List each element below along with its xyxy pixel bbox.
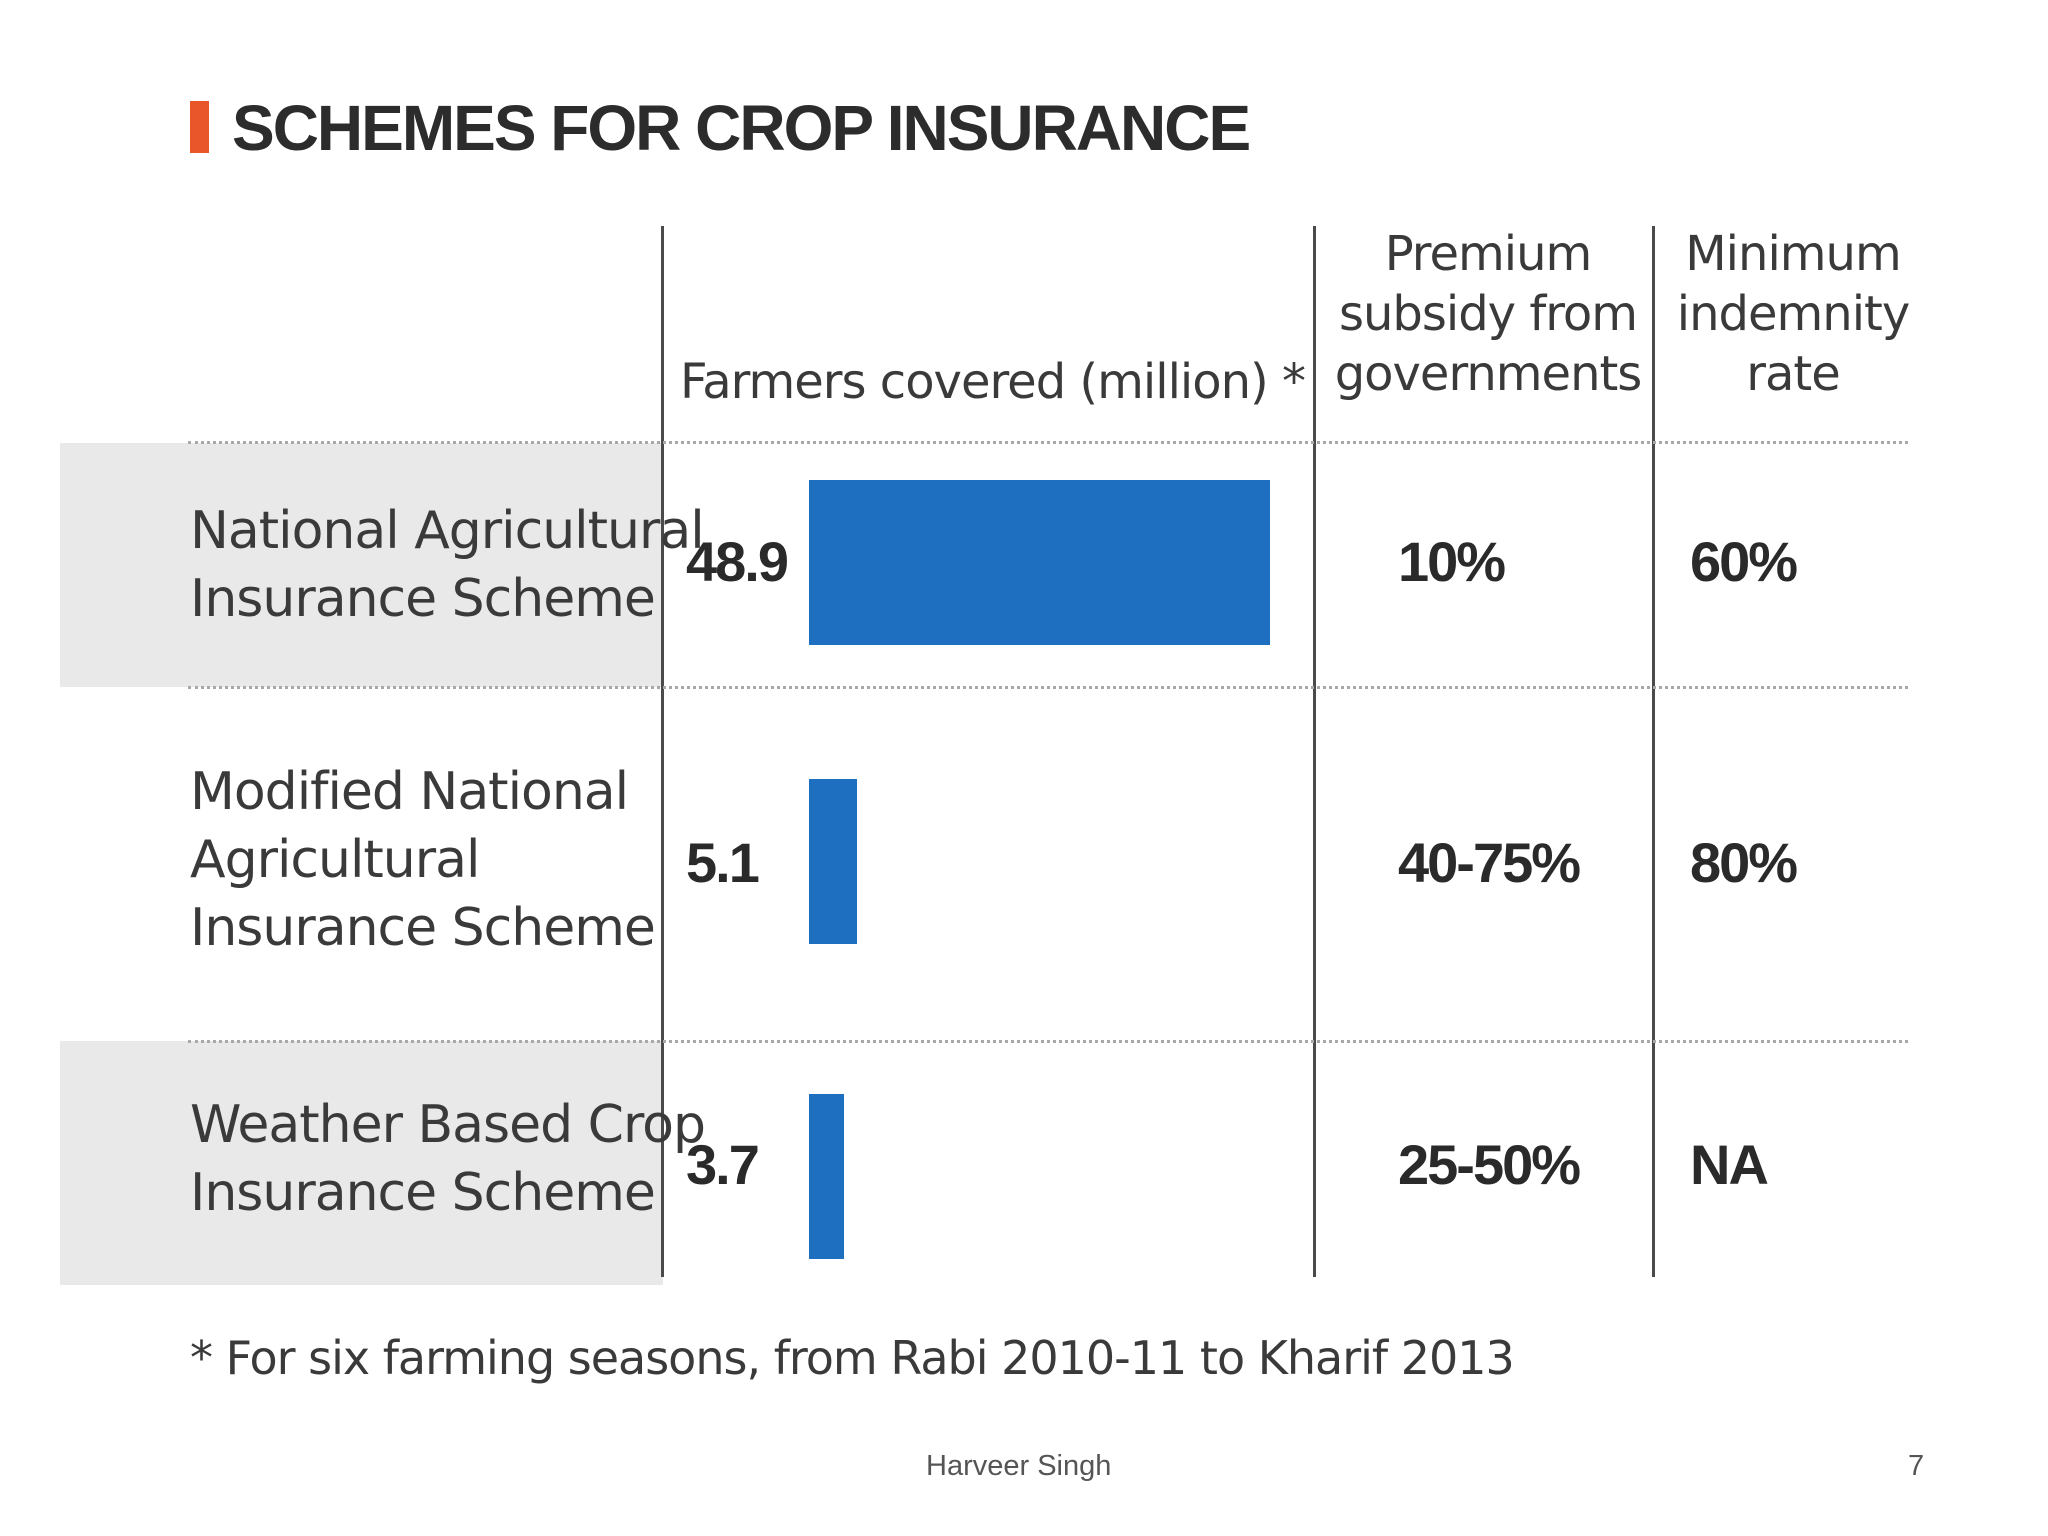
- scheme-label-line: Insurance Scheme: [190, 1163, 656, 1223]
- premium-subsidy-value: 25-50%: [1398, 1133, 1581, 1196]
- farmers-covered-bar: [809, 1094, 844, 1259]
- column-header-line: Farmers covered (million) *: [680, 354, 1306, 410]
- column-header-line: rate: [1746, 346, 1841, 402]
- chart-title: SCHEMES FOR CROP INSURANCE: [232, 92, 1251, 164]
- scheme-label-line: National Agricultural: [190, 501, 705, 561]
- column-header-minimum-indemnity: Minimum indemnity rate: [1658, 224, 1928, 404]
- column-header-farmers-covered: Farmers covered (million) *: [680, 352, 1306, 412]
- scheme-label: Weather Based Crop Insurance Scheme: [190, 1091, 706, 1227]
- scheme-label: National Agricultural Insurance Scheme: [190, 497, 705, 633]
- premium-subsidy-value: 40-75%: [1398, 831, 1581, 894]
- row-separator-3: [188, 1040, 1908, 1043]
- premium-subsidy-value: 10%: [1398, 530, 1506, 593]
- farmers-covered-value: 3.7: [686, 1133, 760, 1196]
- minimum-indemnity-value: NA: [1690, 1133, 1769, 1196]
- minimum-indemnity-value: 80%: [1690, 831, 1798, 894]
- minimum-indemnity-value: 60%: [1690, 530, 1798, 593]
- column-header-line: Premium: [1384, 226, 1593, 282]
- scheme-label-line: Insurance Scheme: [190, 898, 656, 958]
- farmers-covered-value: 5.1: [686, 831, 760, 894]
- scheme-label-line: Modified National: [190, 762, 629, 822]
- author-footer: Harveer Singh: [926, 1450, 1112, 1482]
- farmers-covered-bar: [809, 779, 857, 944]
- column-header-line: Minimum: [1685, 226, 1901, 282]
- scheme-label-line: Weather Based Crop: [190, 1095, 706, 1155]
- column-divider-2: [1313, 226, 1316, 1277]
- scheme-label: Modified National Agricultural Insurance…: [190, 758, 656, 962]
- row-separator-2: [188, 686, 1908, 689]
- column-header-line: governments: [1334, 346, 1643, 402]
- row-shade-1: [60, 443, 663, 687]
- row-separator-1: [188, 441, 1908, 444]
- page-number: 7: [1908, 1450, 1925, 1482]
- column-header-line: indemnity: [1676, 286, 1911, 342]
- farmers-covered-bar: [809, 480, 1270, 645]
- footnote: * For six farming seasons, from Rabi 201…: [190, 1331, 1515, 1385]
- scheme-label-line: Insurance Scheme: [190, 569, 656, 629]
- column-divider-3: [1652, 226, 1655, 1277]
- column-header-line: subsidy from: [1338, 286, 1638, 342]
- row-shade-3: [60, 1041, 663, 1285]
- title-accent-bar: [190, 101, 209, 153]
- column-divider-1: [661, 226, 664, 1277]
- scheme-label-line: Agricultural: [190, 830, 480, 890]
- column-header-premium-subsidy: Premium subsidy from governments: [1318, 224, 1658, 404]
- farmers-covered-value: 48.9: [686, 530, 789, 593]
